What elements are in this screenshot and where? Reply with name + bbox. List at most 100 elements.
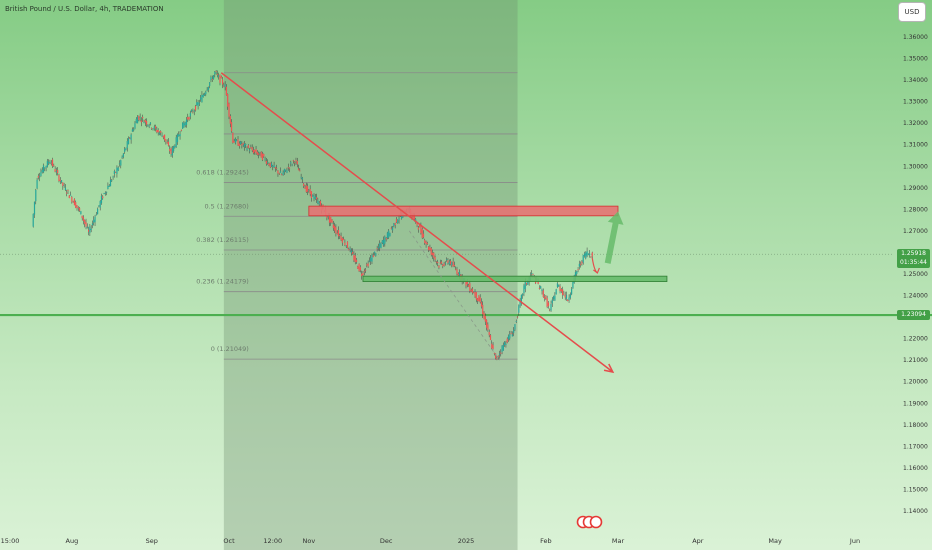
candle-body	[299, 170, 301, 172]
candle-body	[148, 125, 150, 127]
candle-body	[295, 159, 297, 162]
fib-shade	[223, 0, 518, 550]
x-tick-label: Aug	[66, 537, 79, 545]
candle-body	[180, 129, 182, 131]
candle-body	[179, 133, 181, 137]
candle-body	[161, 135, 163, 137]
candle-body	[169, 148, 171, 152]
candle-body	[497, 355, 499, 357]
candle-body	[93, 219, 95, 223]
candle-body	[479, 297, 481, 303]
candle-body	[131, 129, 133, 132]
candle-body	[106, 191, 108, 193]
y-tick-label: 1.33000	[903, 99, 928, 106]
candle-body	[434, 256, 436, 260]
candle-body	[154, 126, 157, 129]
candle-body	[166, 142, 168, 144]
x-tick-label: Oct	[223, 537, 235, 545]
candle-body	[281, 174, 283, 176]
y-tick-label: 1.21000	[903, 357, 928, 364]
candle-body	[484, 315, 486, 322]
candle-body	[99, 201, 101, 208]
candle-body	[239, 141, 242, 145]
candle-body	[97, 208, 99, 215]
candle-body	[115, 172, 117, 173]
candle-body	[309, 188, 311, 195]
candle-body	[126, 141, 128, 148]
candle-body	[375, 253, 377, 256]
candle-body	[255, 149, 257, 154]
candle-body	[310, 191, 313, 199]
candle-body	[182, 122, 184, 129]
candle-body	[305, 185, 307, 193]
candle-body	[569, 294, 571, 298]
candle-body	[357, 266, 359, 269]
fib-level-label: 0.618 (1.29245)	[196, 169, 249, 177]
candle-body	[339, 234, 341, 236]
candle-body	[109, 179, 112, 187]
candle-body	[524, 282, 526, 290]
candle-body	[60, 180, 63, 183]
candle-body	[428, 246, 430, 251]
candle-body	[422, 233, 425, 238]
current-price-tag: 1.25918 01:35:44	[897, 249, 930, 268]
candle-body	[440, 261, 443, 264]
candle-body	[207, 86, 209, 90]
candle-body	[69, 194, 72, 196]
candle-body	[361, 273, 363, 277]
candle-body	[523, 285, 525, 294]
candle-body	[237, 139, 239, 146]
candle-body	[117, 167, 119, 171]
candle-body	[246, 148, 248, 150]
candle-body	[189, 112, 191, 117]
candle-body	[62, 182, 64, 187]
candle-body	[220, 76, 222, 79]
candle-body	[558, 285, 560, 287]
currency-button[interactable]: USD	[898, 2, 926, 22]
candle-body	[94, 216, 96, 223]
candle-body	[574, 272, 577, 280]
x-tick-label: Apr	[692, 537, 704, 545]
y-tick-label: 1.17000	[903, 443, 928, 450]
candle-body	[66, 192, 68, 194]
candle-body	[474, 292, 476, 297]
candle-body	[473, 292, 475, 294]
x-tick-label: 12:00	[263, 537, 282, 545]
candle-body	[228, 103, 230, 117]
candle-body	[86, 226, 88, 228]
candle-body	[219, 74, 221, 83]
candle-body	[559, 286, 561, 291]
candle-body	[170, 148, 172, 154]
candle-body	[254, 149, 256, 152]
candle-body	[580, 264, 582, 265]
candle-body	[435, 261, 437, 263]
candle-body	[522, 293, 524, 296]
candle-body	[127, 138, 130, 145]
candle-body	[221, 79, 224, 85]
candle-body	[212, 75, 215, 80]
candle-body	[260, 151, 262, 158]
x-tick-label: Mar	[612, 537, 625, 545]
candle-body	[439, 262, 441, 264]
candle-body	[572, 281, 574, 289]
candle-body	[443, 263, 445, 266]
y-tick-label: 1.31000	[903, 142, 928, 149]
candle-body	[543, 297, 546, 300]
candle-body	[42, 165, 45, 173]
candle-body	[160, 131, 162, 133]
candle-body	[82, 217, 85, 221]
candle-body	[519, 300, 521, 307]
y-tick-label: 1.14000	[903, 508, 928, 515]
candle-body	[236, 139, 238, 141]
candle-body	[175, 137, 177, 147]
candle-body	[191, 110, 193, 112]
candle-body	[51, 159, 54, 167]
candle-body	[178, 134, 180, 137]
candle-body	[496, 358, 498, 360]
candle-body	[568, 297, 570, 301]
fib-level-label: 0.236 (1.24179)	[196, 278, 249, 286]
candle-body	[556, 283, 559, 288]
candle-body	[444, 263, 446, 265]
candle-body	[469, 283, 471, 292]
